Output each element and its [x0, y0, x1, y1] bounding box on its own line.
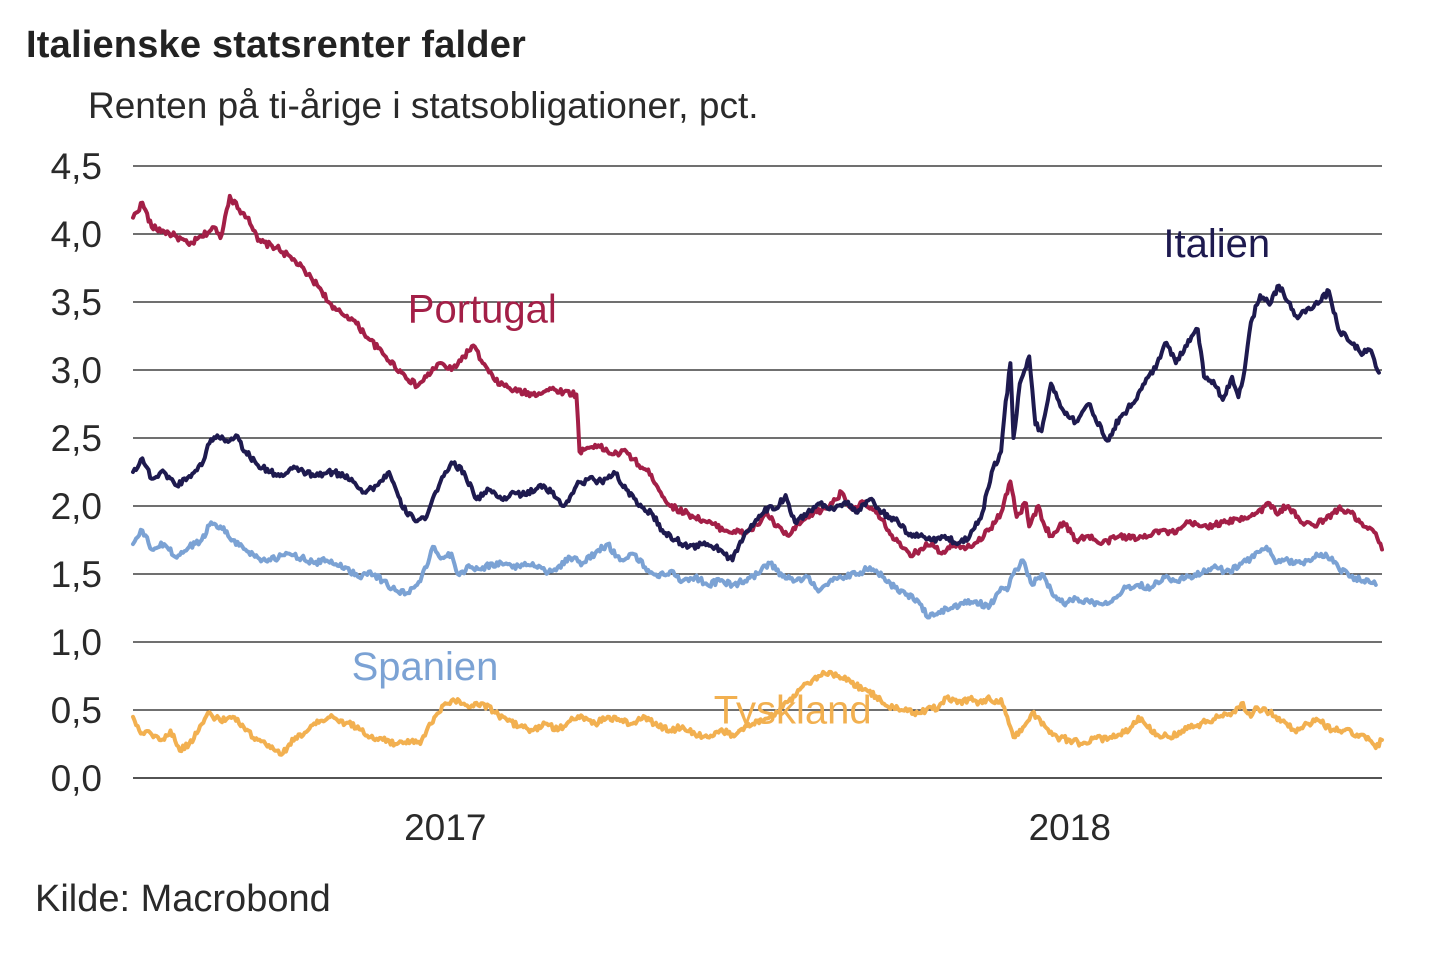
y-tick-label: 0,0 — [51, 758, 102, 799]
series-line-portugal — [131, 193, 1384, 559]
y-tick-label: 4,5 — [51, 146, 102, 187]
gridlines — [133, 165, 1382, 779]
source-note: Kilde: Macrobond — [35, 878, 331, 920]
y-axis-tick-labels: 0,0 0,5 1,0 1,5 2,0 2,5 3,0 3,5 4,0 4,5 — [51, 146, 102, 799]
series-line-italien — [131, 283, 1381, 563]
series-lines — [131, 193, 1384, 757]
y-tick-label: 1,0 — [51, 622, 102, 663]
series-label-italien: Italien — [1163, 222, 1270, 266]
chart-subtitle: Renten på ti-årige i statsobligationer, … — [88, 85, 759, 126]
y-tick-label: 4,0 — [51, 214, 102, 255]
y-tick-label: 2,5 — [51, 418, 102, 459]
series-labels: Portugal Italien Spanien Tyskland — [352, 222, 1271, 732]
y-tick-label: 0,5 — [51, 690, 102, 731]
y-tick-label: 1,5 — [51, 554, 102, 595]
x-tick-label: 2017 — [404, 807, 486, 848]
series-line-tyskland — [131, 669, 1384, 757]
chart-title: Italienske statsrenter falder — [26, 24, 527, 66]
x-tick-label: 2018 — [1029, 807, 1111, 848]
series-label-spanien: Spanien — [352, 645, 499, 689]
y-tick-label: 3,0 — [51, 350, 102, 391]
series-label-portugal: Portugal — [408, 287, 557, 331]
series-line-spanien — [131, 520, 1378, 620]
y-tick-label: 2,0 — [51, 486, 102, 527]
x-axis-tick-labels: 2017 2018 — [404, 807, 1111, 848]
y-tick-label: 3,5 — [51, 282, 102, 323]
series-label-tyskland: Tyskland — [714, 689, 872, 733]
